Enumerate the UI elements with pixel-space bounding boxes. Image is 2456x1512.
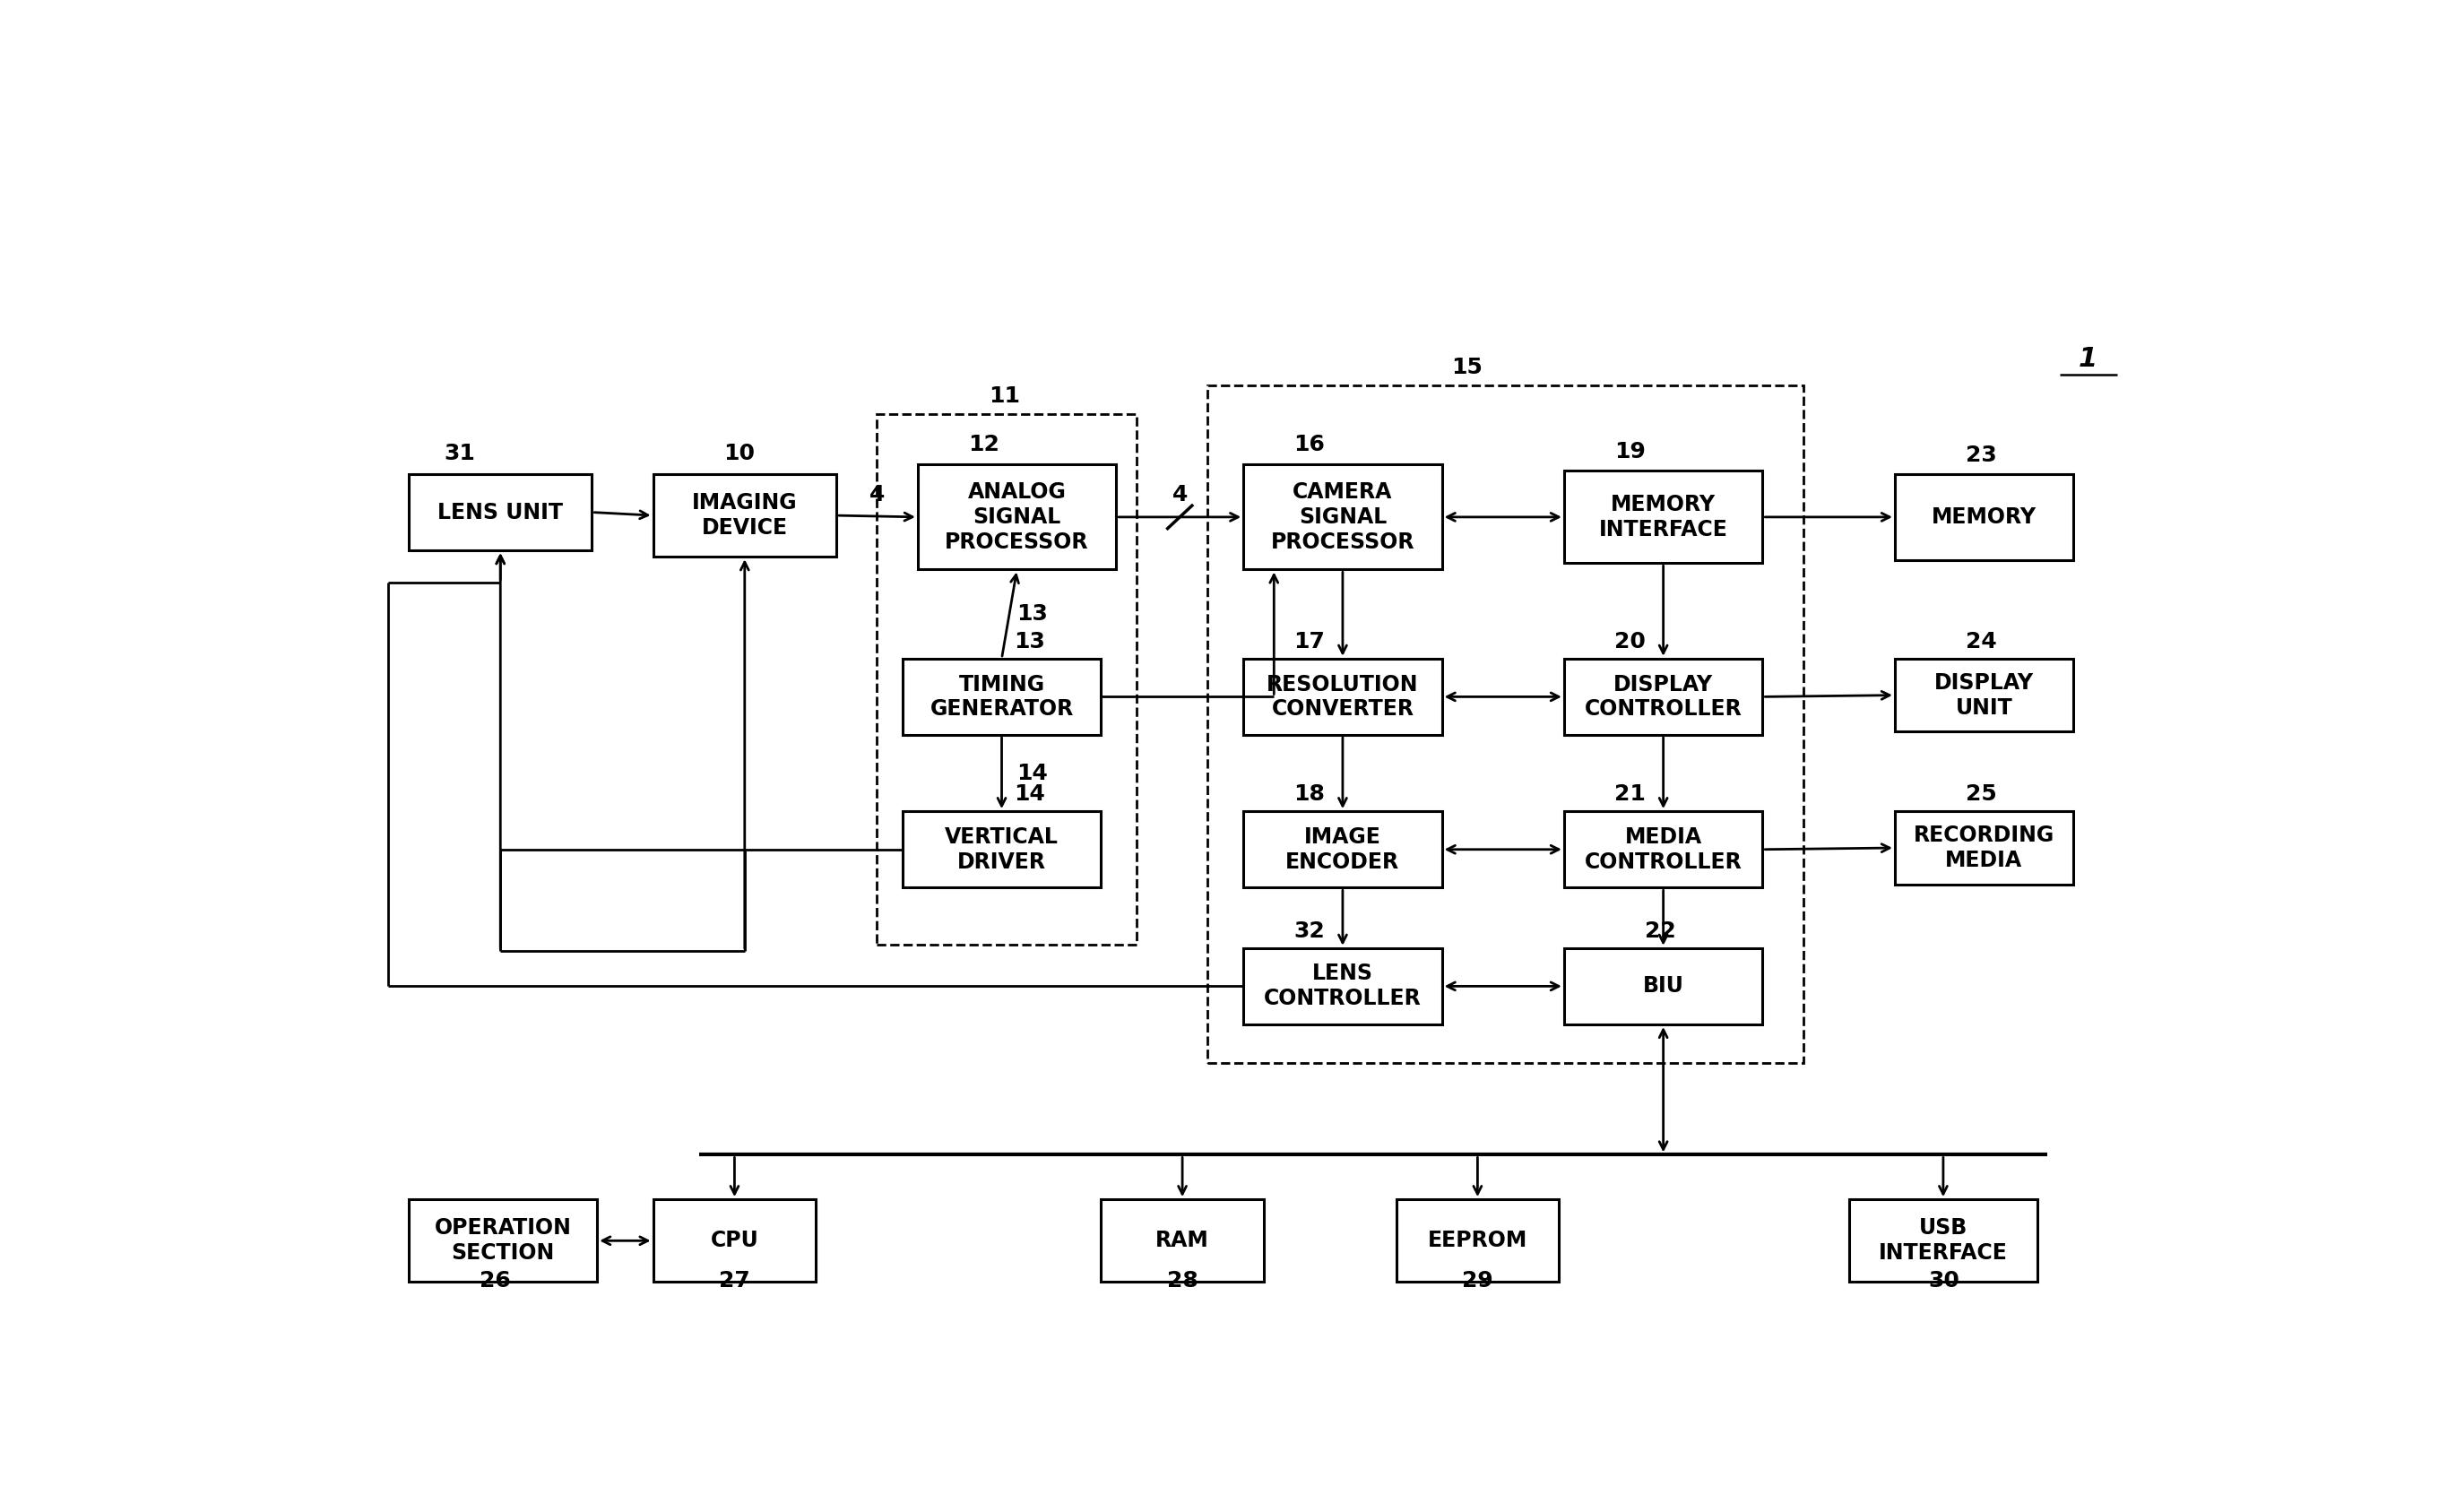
Text: 12: 12 — [968, 434, 1000, 455]
Text: DISPLAY
CONTROLLER: DISPLAY CONTROLLER — [1584, 673, 1741, 720]
Text: 17: 17 — [1294, 631, 1326, 652]
Text: 23: 23 — [1965, 445, 1997, 466]
Text: MEMORY: MEMORY — [1930, 507, 2036, 528]
Text: EEPROM: EEPROM — [1427, 1229, 1528, 1252]
FancyBboxPatch shape — [1243, 464, 1442, 570]
Text: 18: 18 — [1294, 783, 1326, 804]
Text: BIU: BIU — [1643, 975, 1685, 996]
Text: IMAGING
DEVICE: IMAGING DEVICE — [693, 493, 798, 538]
Text: VERTICAL
DRIVER: VERTICAL DRIVER — [946, 826, 1059, 872]
Text: LENS
CONTROLLER: LENS CONTROLLER — [1265, 963, 1422, 1010]
Text: IMAGE
ENCODER: IMAGE ENCODER — [1284, 826, 1400, 872]
Text: TIMING
GENERATOR: TIMING GENERATOR — [931, 673, 1073, 720]
Text: 1: 1 — [2078, 346, 2097, 372]
FancyBboxPatch shape — [408, 475, 592, 550]
Text: 15: 15 — [1451, 357, 1483, 378]
Text: RECORDING
MEDIA: RECORDING MEDIA — [1913, 824, 2053, 871]
Text: CPU: CPU — [710, 1229, 759, 1252]
Text: 16: 16 — [1294, 434, 1326, 455]
Text: RAM: RAM — [1157, 1229, 1208, 1252]
Text: 4: 4 — [869, 484, 884, 505]
Text: 22: 22 — [1646, 921, 1677, 942]
Text: 25: 25 — [1965, 783, 1997, 804]
FancyBboxPatch shape — [1243, 659, 1442, 735]
Text: 30: 30 — [1928, 1270, 1960, 1291]
Text: MEMORY
INTERFACE: MEMORY INTERFACE — [1599, 494, 1727, 540]
Text: 21: 21 — [1614, 783, 1646, 804]
FancyBboxPatch shape — [1564, 812, 1763, 888]
FancyBboxPatch shape — [653, 1199, 815, 1282]
Text: 14: 14 — [1017, 762, 1049, 783]
FancyBboxPatch shape — [1564, 948, 1763, 1025]
FancyBboxPatch shape — [1564, 659, 1763, 735]
Text: DISPLAY
UNIT: DISPLAY UNIT — [1935, 671, 2034, 718]
Text: ANALOG
SIGNAL
PROCESSOR: ANALOG SIGNAL PROCESSOR — [946, 481, 1088, 553]
FancyBboxPatch shape — [1896, 812, 2073, 885]
Text: 14: 14 — [1014, 783, 1046, 804]
FancyBboxPatch shape — [1243, 812, 1442, 888]
FancyBboxPatch shape — [1100, 1199, 1265, 1282]
Text: 13: 13 — [1017, 603, 1049, 624]
Text: MEDIA
CONTROLLER: MEDIA CONTROLLER — [1584, 826, 1741, 872]
Text: 26: 26 — [479, 1270, 511, 1291]
FancyBboxPatch shape — [1395, 1199, 1560, 1282]
Text: 11: 11 — [990, 386, 1019, 407]
Text: 31: 31 — [445, 443, 476, 464]
FancyBboxPatch shape — [901, 812, 1100, 888]
Text: 19: 19 — [1614, 442, 1646, 463]
Text: OPERATION
SECTION: OPERATION SECTION — [435, 1217, 572, 1264]
FancyBboxPatch shape — [1896, 475, 2073, 559]
Text: LENS UNIT: LENS UNIT — [437, 502, 562, 523]
Text: 13: 13 — [1014, 631, 1046, 652]
Text: 20: 20 — [1614, 631, 1646, 652]
FancyBboxPatch shape — [1849, 1199, 2038, 1282]
Text: CAMERA
SIGNAL
PROCESSOR: CAMERA SIGNAL PROCESSOR — [1270, 481, 1415, 553]
Text: 4: 4 — [1172, 484, 1189, 505]
FancyBboxPatch shape — [653, 475, 837, 556]
Text: 24: 24 — [1965, 631, 1997, 652]
FancyBboxPatch shape — [1896, 659, 2073, 732]
Text: 10: 10 — [725, 443, 756, 464]
FancyBboxPatch shape — [901, 659, 1100, 735]
Text: 29: 29 — [1461, 1270, 1493, 1291]
FancyBboxPatch shape — [408, 1199, 597, 1282]
Text: 28: 28 — [1167, 1270, 1199, 1291]
FancyBboxPatch shape — [919, 464, 1115, 570]
Text: USB
INTERFACE: USB INTERFACE — [1879, 1217, 2007, 1264]
Text: RESOLUTION
CONVERTER: RESOLUTION CONVERTER — [1267, 673, 1420, 720]
FancyBboxPatch shape — [1243, 948, 1442, 1025]
FancyBboxPatch shape — [1564, 470, 1763, 562]
Text: 32: 32 — [1294, 921, 1326, 942]
Text: 27: 27 — [720, 1270, 749, 1291]
